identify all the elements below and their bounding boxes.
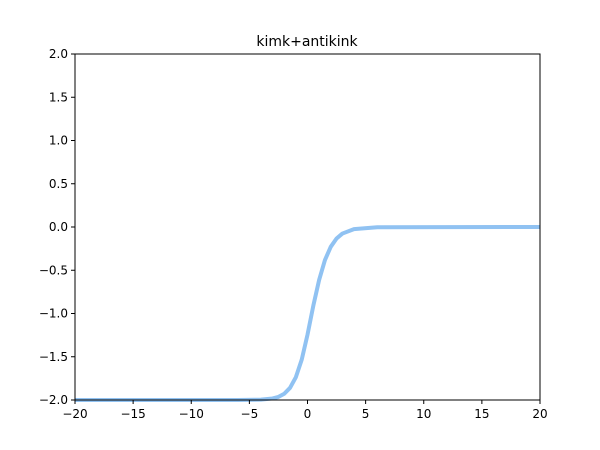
series-layer <box>75 225 541 402</box>
y-tick-label: −1.0 <box>39 307 68 321</box>
y-tick-label: −2.0 <box>39 393 68 407</box>
x-tick-label: 10 <box>416 407 431 421</box>
series-line-0 <box>75 225 541 402</box>
y-tick-label: 1.0 <box>49 134 68 148</box>
y-tick-label: 1.5 <box>49 90 68 104</box>
x-tick-label: 15 <box>474 407 489 421</box>
x-axis: −20 −15 −10 −5 0 5 10 15 20 <box>62 400 548 421</box>
x-tick-label: −5 <box>241 407 259 421</box>
y-axis: −2.0 −1.5 −1.0 −0.5 0.0 0.5 1.0 1.5 2.0 <box>39 47 75 407</box>
y-tick-label: 0.0 <box>49 220 68 234</box>
x-tick-label: 5 <box>362 407 370 421</box>
y-tick-label: −1.5 <box>39 350 68 364</box>
x-tick-label: 0 <box>304 407 312 421</box>
x-tick-label: −15 <box>120 407 145 421</box>
x-tick-label: 20 <box>532 407 547 421</box>
y-tick-label: 2.0 <box>49 47 68 61</box>
chart-title: kimk+antikink <box>256 34 358 50</box>
x-tick-label: −10 <box>179 407 204 421</box>
x-tick-label: −20 <box>62 407 87 421</box>
y-tick-label: 0.5 <box>49 177 68 191</box>
y-tick-label: −0.5 <box>39 263 68 277</box>
